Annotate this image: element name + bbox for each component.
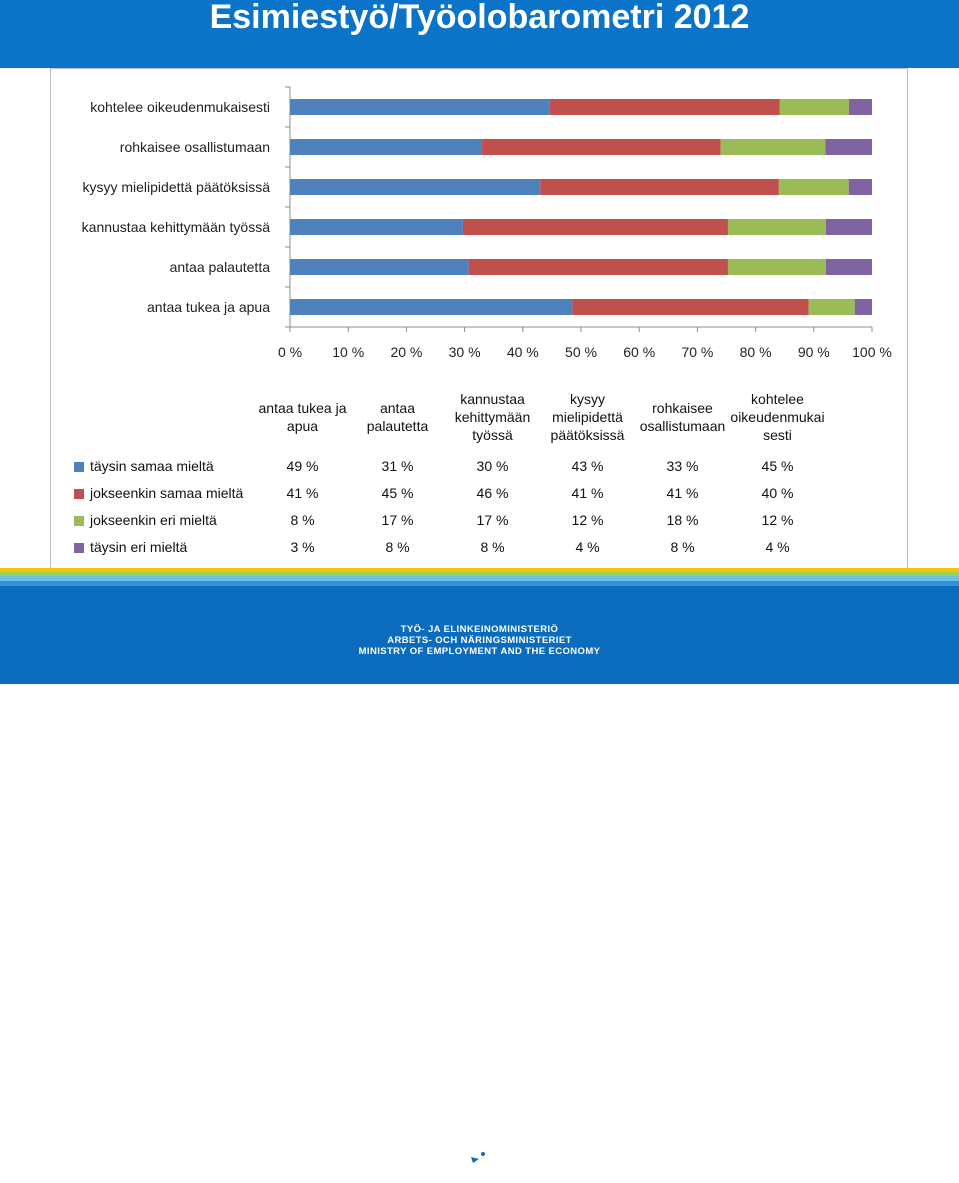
bar-segment: [825, 219, 872, 235]
bar-segment: [779, 99, 849, 115]
category-label: antaa palautetta: [170, 259, 271, 275]
footer-stripe-cyan: [0, 576, 959, 581]
bar-segment: [720, 139, 826, 155]
table-cell: 8 %: [480, 538, 505, 555]
bar-segment: [778, 179, 849, 195]
category-label: kannustaa kehittymään työssä: [82, 219, 271, 235]
data-table: antaa tukea ja apua antaa palautetta kannu…: [68, 382, 825, 560]
footer-bar: TYÖ- JA ELINKEINOMINISTERIÖ ARBETS- OCH …: [0, 568, 959, 1179]
bar-segment: [468, 259, 728, 275]
lion-emblem-icon: [464, 1146, 493, 1179]
bar-segment: [825, 259, 872, 275]
legend-entry: täysin samaa mieltä: [68, 452, 255, 479]
category-label: kysyy mielipidettä päätöksissä: [82, 179, 270, 195]
x-tick-label: 80 %: [740, 344, 772, 360]
bar-segment: [290, 139, 483, 155]
ministry-name-sv: ARBETS- OCH NÄRINGSMINISTERIET: [387, 635, 572, 646]
x-tick-label: 20 %: [390, 344, 422, 360]
table-cell: 17 %: [476, 511, 509, 528]
legend-swatch: [74, 488, 84, 499]
table-cell: 8 %: [385, 538, 410, 555]
x-tick-label: 10 %: [332, 344, 364, 360]
legend-entry: jokseenkin samaa mieltä: [68, 479, 255, 506]
x-tick-label: 100 %: [852, 344, 892, 360]
table-row: täysin eri mieltä 3 % 8 % 8 % 4 % 8 % 4 …: [68, 533, 825, 560]
table-cell: 41 %: [666, 484, 699, 501]
ministry-name-fi: TYÖ- JA ELINKEINOMINISTERIÖ: [400, 624, 559, 635]
table-cell: 43 %: [571, 457, 604, 474]
bar-segment: [848, 179, 872, 195]
table-cell: 41 %: [571, 484, 604, 501]
bar-segment: [482, 139, 721, 155]
table-cell: 3 %: [290, 538, 315, 555]
legend-entry: täysin eri mieltä: [68, 533, 255, 560]
x-tick-label: 40 %: [507, 344, 539, 360]
table-cell: 8 %: [290, 511, 315, 528]
column-header: kohtelee oikeudenmukai sesti: [730, 391, 825, 443]
legend-entry: jokseenkin eri mieltä: [68, 506, 255, 533]
x-tick-label: 50 %: [565, 344, 597, 360]
bar-segment: [290, 219, 463, 235]
table-corner: [68, 382, 255, 452]
page-title: Esimiestyö/Työolobarometri 2012: [209, 0, 750, 36]
footer-stripe-yellow: [0, 568, 959, 572]
bar-segment: [290, 259, 469, 275]
bar-segment: [290, 299, 573, 315]
header-bar: Esimiestyö/Työolobarometri 2012: [0, 0, 959, 68]
table-row: täysin samaa mieltä 49 % 31 % 30 % 43 % …: [68, 452, 825, 479]
table-row: jokseenkin eri mieltä 8 % 17 % 17 % 12 %…: [68, 506, 825, 533]
column-header: kysyy mielipidettä päätöksissä: [550, 391, 625, 443]
bar-segment: [290, 99, 550, 115]
column-header: rohkaisee osallistumaan: [639, 400, 726, 434]
bar-segment: [549, 99, 780, 115]
table-cell: 41 %: [286, 484, 319, 501]
bar-segment: [540, 179, 779, 195]
category-label: antaa tukea ja apua: [147, 299, 270, 315]
table-header-row: antaa tukea ja apua antaa palautetta kannu…: [68, 382, 825, 452]
bar-segment: [462, 219, 728, 235]
bar-segment: [808, 299, 855, 315]
table-cell: 31 %: [381, 457, 414, 474]
table-cell: 40 %: [761, 484, 794, 501]
table-cell: 4 %: [765, 538, 790, 555]
table-cell: 17 %: [381, 511, 414, 528]
footer-stripe-blue: [0, 581, 959, 586]
bar-segment: [290, 179, 541, 195]
bar-segment: [825, 139, 872, 155]
table-cell: 30 %: [476, 457, 509, 474]
x-tick-label: 90 %: [798, 344, 830, 360]
bar-segment: [848, 99, 872, 115]
table-cell: 18 %: [666, 511, 699, 528]
table-row: jokseenkin samaa mieltä 41 % 45 % 46 % 4…: [68, 479, 825, 506]
table-cell: 8 %: [670, 538, 695, 555]
column-header: antaa palautetta: [366, 400, 429, 434]
table-cell: 12 %: [571, 511, 604, 528]
column-header: kannustaa kehittymään työssä: [454, 391, 531, 443]
x-tick-label: 0 %: [278, 344, 302, 360]
table-cell: 12 %: [761, 511, 794, 528]
ministry-name-en: MINISTRY OF EMPLOYMENT AND THE ECONOMY: [358, 646, 601, 657]
x-tick-label: 70 %: [681, 344, 713, 360]
category-label: kohtelee oikeudenmukaisesti: [90, 99, 270, 115]
table-cell: 33 %: [666, 457, 699, 474]
x-tick-label: 60 %: [623, 344, 655, 360]
bar-segment: [854, 299, 872, 315]
column-header: antaa tukea ja apua: [258, 400, 347, 434]
legend-swatch: [74, 542, 84, 553]
table-cell: 49 %: [286, 457, 319, 474]
table-cell: 45 %: [761, 457, 794, 474]
chart-panel: 0 % 10 % 20 % 30 % 40 % 50 % 60 % 70 % 80 % 90 % 1…: [50, 68, 908, 578]
x-tick-label: 30 %: [449, 344, 481, 360]
table-cell: 45 %: [381, 484, 414, 501]
bar-segment: [727, 259, 826, 275]
bar-segment: [572, 299, 809, 315]
table-cell: 4 %: [575, 538, 600, 555]
footer-stripe-green: [0, 572, 959, 576]
table-cell: 46 %: [476, 484, 509, 501]
bar-segment: [727, 219, 826, 235]
category-label: rohkaisee osallistumaan: [120, 139, 270, 155]
stacked-bar-chart: 0 % 10 % 20 % 30 % 40 % 50 % 60 % 70 % 80 % 90 % 1…: [82, 86, 892, 360]
legend-swatch: [74, 515, 84, 526]
legend-swatch: [74, 461, 84, 472]
